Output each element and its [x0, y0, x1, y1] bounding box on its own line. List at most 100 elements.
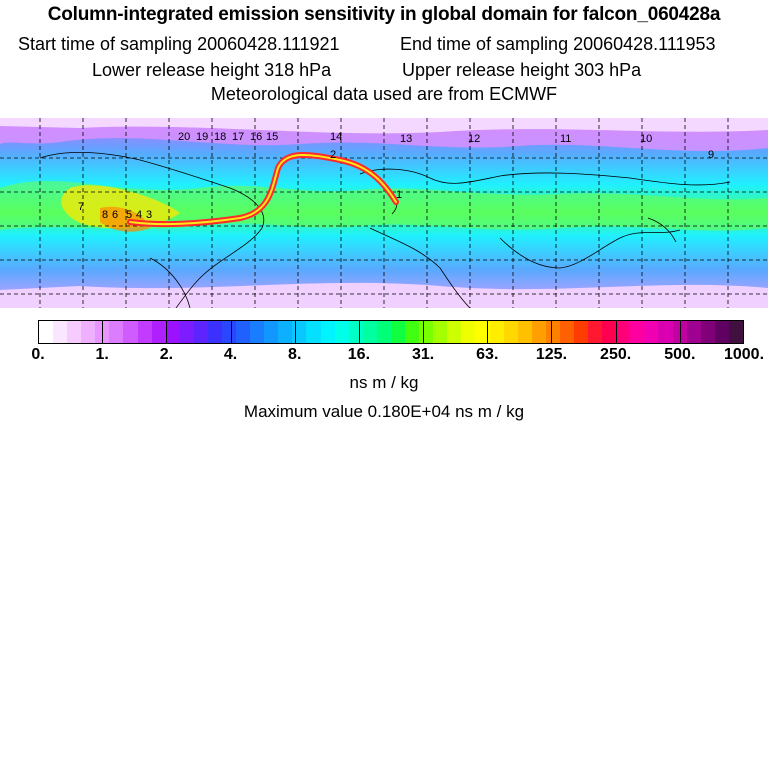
color-scale-cell	[433, 321, 448, 343]
color-scale-cell	[179, 321, 194, 343]
color-scale-cell	[545, 321, 560, 343]
track-day-label: 18	[214, 131, 226, 143]
color-scale-divider	[102, 320, 104, 344]
color-scale-cell	[348, 321, 363, 343]
color-scale-tick-label: 31.	[411, 346, 435, 363]
track-day-label: 12	[468, 133, 480, 145]
eurasia-north-coast	[359, 168, 731, 186]
color-scale-cell	[390, 321, 406, 343]
color-scale-tick-label: 16.	[347, 346, 371, 363]
color-scale-cell	[672, 321, 687, 343]
track-day-label: 2	[330, 149, 336, 161]
maximum-value-label: Maximum value 0.180E+04 ns m / kg	[243, 402, 525, 421]
color-scale-tick-label: 8.	[288, 346, 302, 363]
track-day-label: 11	[560, 133, 571, 145]
high-sensitivity-region	[61, 185, 180, 229]
color-scale-cell	[137, 321, 152, 343]
end-time-label: End time of sampling 20060428.111953	[400, 34, 716, 54]
track-day-label: 5	[126, 209, 132, 221]
central-america-coast	[149, 257, 191, 308]
track-center	[129, 153, 397, 226]
color-scale-cell	[461, 321, 476, 343]
color-scale-tick-label: 250.	[600, 346, 632, 363]
color-scale-cell	[700, 321, 715, 343]
color-scale-cell	[559, 321, 574, 343]
color-scale-divider	[615, 320, 617, 344]
track-day-label: 3	[146, 209, 152, 221]
color-scale-bar	[38, 320, 744, 344]
track-day-label: 1	[396, 189, 402, 201]
color-scale-cell	[362, 321, 377, 343]
color-scale-cell	[306, 321, 321, 343]
color-scale-cell	[222, 321, 237, 343]
color-scale-tick-label: 4.	[223, 346, 238, 363]
color-scale-cell	[165, 321, 180, 343]
color-scale-cell	[658, 321, 673, 343]
sampling-time-row: Start time of sampling 20060428.111921 E…	[0, 34, 768, 56]
color-scale-cell	[207, 321, 223, 343]
color-scale-tick-label: 1000.	[723, 346, 765, 363]
color-scale-cell	[67, 321, 82, 343]
track-day-label: 9	[708, 149, 714, 161]
color-scale-cell	[686, 321, 701, 343]
color-scale-divider	[230, 320, 232, 344]
north-america-coast	[39, 152, 265, 308]
map-title: Column-integrated emission sensitivity i…	[47, 4, 721, 25]
color-scale-cell	[503, 321, 518, 343]
color-scale-cell	[419, 321, 434, 343]
color-scale-cell	[475, 321, 490, 343]
track-day-labels: 20 19 18 17 16 15 14 13 12 11 10 9 8 7 6 5 4 3 2 1	[78, 131, 714, 221]
color-scale-cell	[334, 321, 349, 343]
africa-coast	[369, 227, 471, 308]
color-scale-cell	[588, 321, 603, 343]
color-scale-cell	[53, 321, 68, 343]
track-day-label: 16	[250, 131, 262, 143]
color-scale-cell	[250, 321, 265, 343]
color-scale-tick-label: 125.	[535, 346, 568, 363]
color-scale-cell	[405, 321, 420, 343]
color-scale-cell	[81, 321, 96, 343]
color-scale-cell	[109, 321, 124, 343]
color-scale-cell	[602, 321, 617, 343]
track-day-label: 6	[112, 209, 118, 221]
color-scale-divider	[166, 320, 168, 344]
color-scale-tick-label: 1.	[95, 346, 109, 363]
color-scale-cell	[447, 321, 462, 343]
color-scale-cell	[123, 321, 138, 343]
upper-release-label: Upper release height 303 hPa	[402, 60, 642, 80]
color-scale-cell	[489, 321, 504, 343]
color-scale-cell	[151, 321, 166, 343]
sensitivity-map: 20 19 18 17 16 15 14 13 12 11 10 9 8 7 6 5 4 3 2 1	[0, 118, 768, 308]
color-scale-cell	[616, 321, 631, 343]
color-scale-cell	[278, 321, 293, 343]
lat-lon-grid	[0, 118, 768, 308]
color-scale-cell	[320, 321, 335, 343]
color-scale-cell	[728, 321, 743, 343]
track-day-label: 17	[232, 131, 244, 143]
met-data-label: Meteorological data used are from ECMWF	[210, 84, 558, 104]
color-scale-cell	[292, 321, 307, 343]
color-scale-tick-label: 0.	[31, 346, 45, 363]
track-day-label: 20	[178, 131, 190, 143]
lower-release-label: Lower release height 318 hPa	[92, 60, 332, 80]
track-day-label: 8	[102, 209, 108, 221]
color-scale-cell	[236, 321, 251, 343]
color-scale-cell	[644, 321, 659, 343]
color-scale-divider	[423, 320, 425, 344]
track-day-label: 4	[136, 209, 142, 221]
color-scale-unit: ns m / kg	[349, 373, 419, 392]
track-day-label: 13	[400, 133, 412, 145]
track-day-label: 15	[266, 131, 278, 143]
color-scale-divider	[551, 320, 553, 344]
color-scale-cell	[517, 321, 532, 343]
color-scale-divider	[487, 320, 489, 344]
map-canvas: 20 19 18 17 16 15 14 13 12 11 10 9 8 7 6 5 4 3 2 1	[0, 118, 768, 308]
color-scale-cell	[39, 321, 54, 343]
color-scale-cell	[193, 321, 208, 343]
track-day-label: 10	[640, 133, 652, 145]
color-scale-cell	[573, 321, 589, 343]
track-day-label: 7	[78, 201, 84, 213]
color-scale-tick-label: 500.	[664, 346, 696, 363]
japan-coast	[647, 217, 677, 243]
track-day-label: 14	[330, 131, 342, 143]
